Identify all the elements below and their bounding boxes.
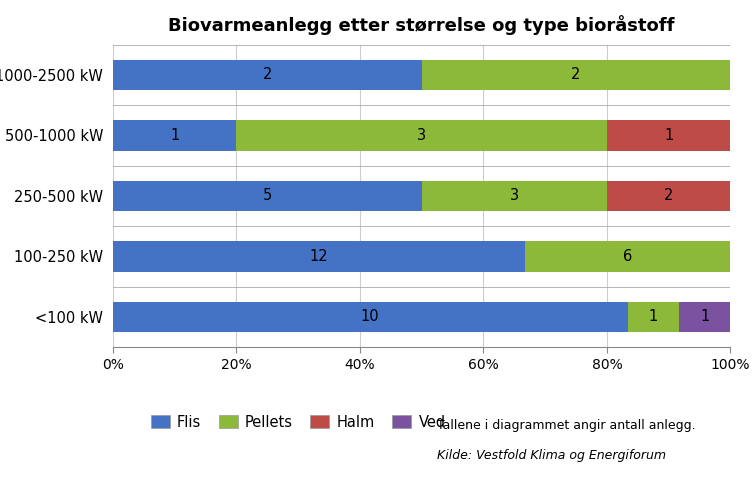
Bar	[422, 60, 730, 90]
Text: 3: 3	[510, 188, 519, 203]
Text: 12: 12	[309, 249, 328, 264]
Bar	[627, 302, 679, 332]
Bar	[113, 242, 525, 272]
Text: 1: 1	[170, 128, 179, 143]
Text: 1: 1	[648, 310, 658, 324]
Text: Kilde: Vestfold Klima og Energiforum: Kilde: Vestfold Klima og Energiforum	[437, 449, 666, 462]
Bar	[113, 120, 236, 151]
Text: 2: 2	[263, 67, 272, 82]
Bar	[679, 302, 730, 332]
Bar	[607, 120, 730, 151]
Text: Tallene i diagrammet angir antall anlegg.: Tallene i diagrammet angir antall anlegg…	[437, 419, 695, 432]
Text: 10: 10	[361, 310, 380, 324]
Bar	[607, 181, 730, 211]
Text: 6: 6	[623, 249, 632, 264]
Bar	[113, 302, 627, 332]
Text: 5: 5	[263, 188, 272, 203]
Bar	[525, 242, 730, 272]
Bar	[113, 60, 422, 90]
Text: 1: 1	[664, 128, 673, 143]
Legend: Flis, Pellets, Halm, Ved: Flis, Pellets, Halm, Ved	[145, 409, 452, 435]
Text: 2: 2	[664, 188, 673, 203]
Bar	[422, 181, 607, 211]
Text: 2: 2	[572, 67, 581, 82]
Text: 3: 3	[417, 128, 426, 143]
Text: 1: 1	[700, 310, 709, 324]
Title: Biovarmeanlegg etter størrelse og type bioråstoff: Biovarmeanlegg etter størrelse og type b…	[169, 15, 675, 35]
Bar	[113, 181, 422, 211]
Bar	[236, 120, 607, 151]
